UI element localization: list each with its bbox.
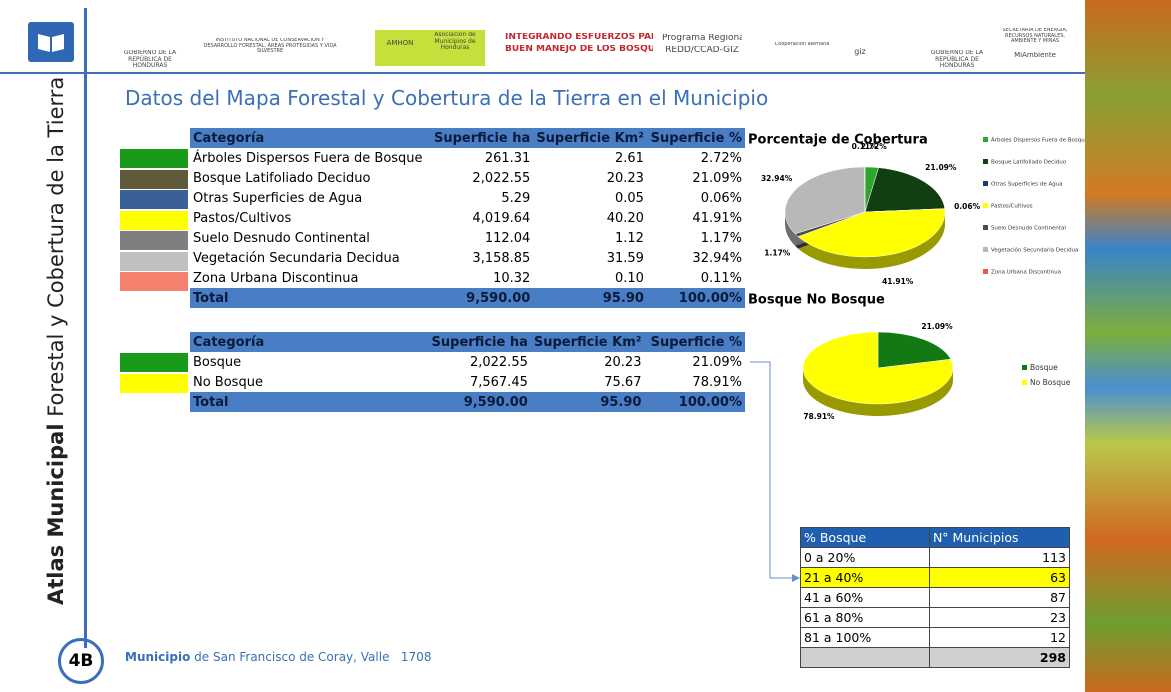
- slice-label: 21.09%: [925, 163, 957, 172]
- slice-label: 21.09%: [921, 322, 953, 331]
- legend-swatch: [983, 269, 988, 274]
- legend-swatch: [1022, 365, 1027, 370]
- legend-swatch: [983, 225, 988, 230]
- legend-swatch: [983, 159, 988, 164]
- legend-label: Bosque Latifoliado Deciduo: [991, 160, 1067, 166]
- legend-label: Vegetación Secundaria Decidua: [991, 247, 1078, 254]
- legend-label: Bosque: [1030, 363, 1058, 372]
- footer-text: Municipio de San Francisco de Coray, Val…: [125, 650, 431, 664]
- legend-label: Otras Superficies de Agua: [991, 182, 1063, 188]
- slice-label: 78.91%: [803, 412, 835, 421]
- legend-label: Zona Urbana Discontinua: [991, 270, 1061, 276]
- page: GOBIERNO DE LA REPÚBLICA DE HONDURASINST…: [0, 0, 1171, 692]
- legend-label: Pastos/Cultivos: [991, 204, 1033, 210]
- chart-title: Porcentaje de Cobertura: [748, 133, 928, 148]
- chart-title: Bosque No Bosque: [748, 293, 885, 308]
- legend-swatch: [983, 203, 988, 208]
- legend-swatch: [983, 137, 988, 142]
- map-strip: [1085, 0, 1171, 692]
- legend-swatch: [983, 181, 988, 186]
- footer-code: 1708: [401, 650, 432, 664]
- footer-circle: 4B: [58, 638, 104, 684]
- footer-label: Municipio: [125, 650, 190, 664]
- legend-swatch: [1022, 380, 1027, 385]
- legend-swatch: [983, 247, 988, 252]
- slice-label: 0.06%: [954, 202, 981, 211]
- connector-arrow: [792, 574, 800, 582]
- slice-label: 41.91%: [882, 277, 914, 286]
- slice-label: 32.94%: [761, 174, 793, 183]
- legend-label: Suelo Desnudo Continental: [991, 226, 1066, 232]
- slice-label: 1.17%: [764, 249, 791, 258]
- slice-label: 0.11%: [852, 142, 879, 151]
- footer-place: de San Francisco de Coray, Valle: [194, 650, 389, 664]
- pie-slice: [865, 168, 945, 212]
- connector: [750, 362, 798, 578]
- legend-label: No Bosque: [1030, 378, 1071, 387]
- legend-label: Árboles Dispersos Fuera de Bosque: [991, 137, 1085, 144]
